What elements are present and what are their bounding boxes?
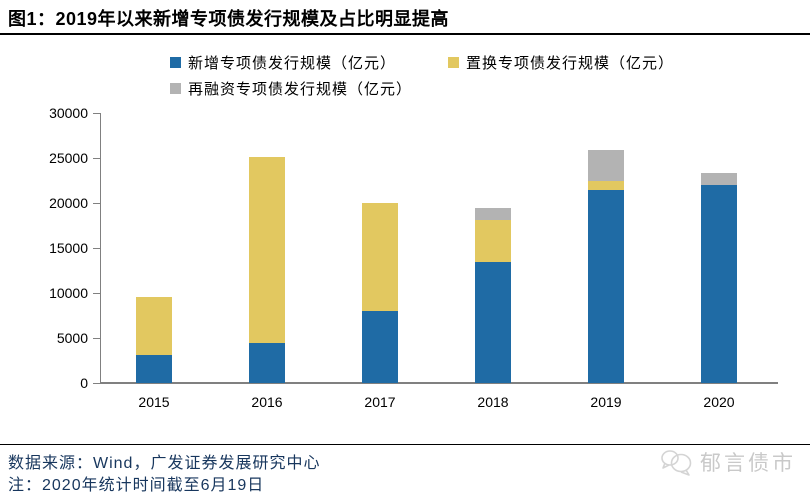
- bar-2017: [362, 113, 398, 383]
- bar-segment: [249, 343, 285, 383]
- bar-segment: [136, 296, 172, 356]
- bar-segment: [362, 311, 398, 383]
- bar-segment: [588, 189, 624, 383]
- y-tick-label: 30000: [49, 105, 88, 121]
- bar-segment: [475, 220, 511, 262]
- bar-segment: [362, 203, 398, 311]
- plot-area: 0 5000 10000 15000 20000 25000 30000 2015 2016 20…: [49, 105, 778, 410]
- y-tick-label: 15000: [49, 240, 88, 256]
- legend-swatch-new-icon: [170, 56, 181, 68]
- y-tick-mark: [93, 202, 100, 204]
- bar-2018: [475, 113, 511, 383]
- bar-segment: [701, 173, 737, 185]
- chart-title: 图1：2019年以来新增专项债发行规模及占比明显提高: [8, 9, 450, 29]
- y-tick-label: 10000: [49, 285, 88, 301]
- y-tick-mark: [93, 292, 100, 294]
- x-axis-label: 2016: [251, 394, 283, 410]
- bar-segment: [249, 157, 285, 344]
- x-axis-label: 2019: [590, 394, 622, 410]
- legend-label-new: 新增专项债发行规模（亿元）: [188, 54, 397, 72]
- y-tick-label: 0: [80, 375, 88, 391]
- bar-segment: [588, 181, 624, 190]
- x-axis: [100, 382, 778, 384]
- note-text: 注：2020年统计时间截至6月19日: [8, 477, 265, 494]
- bar-2020: [701, 113, 737, 383]
- bar-segment: [588, 149, 624, 182]
- y-axis: [100, 113, 101, 383]
- x-axis-label: 2020: [703, 394, 735, 410]
- legend-label-refinance: 再融资专项债发行规模（亿元）: [188, 80, 413, 98]
- speech-bubbles-icon: [661, 450, 692, 476]
- data-source-text: 数据来源：Wind，广发证券发展研究中心: [8, 455, 321, 472]
- legend-label-swap: 置换专项债发行规模（亿元）: [466, 54, 675, 72]
- legend-item-refinance: 再融资专项债发行规模（亿元）: [170, 79, 413, 98]
- y-tick-label: 25000: [49, 150, 88, 166]
- y-tick-mark: [93, 337, 100, 339]
- bar-2019: [588, 113, 624, 383]
- brand-name: 郁言债市: [700, 452, 796, 475]
- x-axis-label: 2017: [364, 394, 396, 410]
- legend-swatch-swap-icon: [448, 56, 459, 68]
- footer-divider: [0, 444, 810, 445]
- bar-segment: [701, 185, 737, 383]
- brand-watermark: 郁言债市: [660, 447, 796, 477]
- legend-item-swap: 置换专项债发行规模（亿元）: [448, 53, 675, 72]
- bar-2016: [249, 113, 285, 383]
- x-axis-label: 2018: [477, 394, 509, 410]
- y-tick-mark: [93, 382, 100, 384]
- legend-swatch-refinance-icon: [170, 82, 181, 94]
- bar-segment: [136, 355, 172, 383]
- y-tick-label: 20000: [49, 195, 88, 211]
- bar-segment: [475, 208, 511, 221]
- y-tick-label: 5000: [56, 330, 88, 346]
- bar-segment: [475, 261, 511, 383]
- y-tick-mark: [93, 157, 100, 159]
- y-tick-mark: [93, 247, 100, 249]
- bar-2015: [136, 113, 172, 383]
- legend-item-new: 新增专项债发行规模（亿元）: [170, 53, 397, 72]
- title-divider: [0, 33, 810, 35]
- x-axis-label: 2015: [138, 394, 170, 410]
- y-tick-mark: [93, 112, 100, 114]
